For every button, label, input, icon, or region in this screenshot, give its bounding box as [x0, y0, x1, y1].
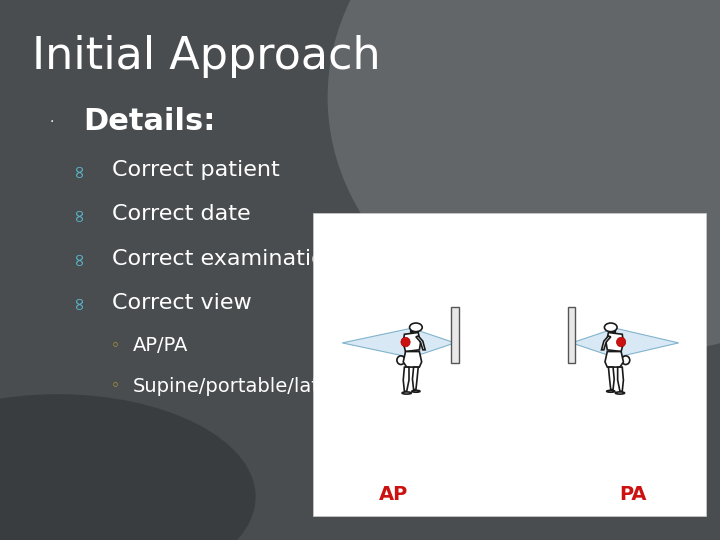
Text: Initial Approach: Initial Approach: [32, 35, 381, 78]
Ellipse shape: [402, 392, 411, 394]
Text: ∞: ∞: [71, 251, 89, 266]
FancyBboxPatch shape: [313, 213, 706, 516]
FancyBboxPatch shape: [451, 307, 459, 363]
Ellipse shape: [604, 323, 617, 332]
FancyBboxPatch shape: [568, 307, 575, 363]
Text: Details:: Details:: [83, 107, 215, 136]
Ellipse shape: [412, 390, 420, 392]
Ellipse shape: [616, 392, 624, 394]
Polygon shape: [403, 333, 420, 352]
Ellipse shape: [621, 356, 630, 364]
Ellipse shape: [401, 338, 410, 347]
Text: ∞: ∞: [71, 207, 89, 222]
Polygon shape: [606, 333, 624, 352]
Text: ◦: ◦: [111, 338, 120, 353]
Polygon shape: [601, 336, 611, 350]
Text: PA: PA: [619, 485, 647, 504]
Polygon shape: [342, 328, 455, 357]
Polygon shape: [413, 367, 418, 389]
Text: Correct examination (CXR): Correct examination (CXR): [112, 248, 409, 269]
Polygon shape: [403, 352, 422, 367]
Polygon shape: [608, 367, 614, 389]
Text: Correct view: Correct view: [112, 293, 251, 313]
Polygon shape: [618, 367, 624, 392]
Text: AP/PA: AP/PA: [133, 336, 189, 355]
Ellipse shape: [0, 394, 256, 540]
Polygon shape: [605, 352, 624, 367]
Polygon shape: [403, 367, 409, 392]
Polygon shape: [572, 328, 679, 357]
Text: ‧: ‧: [50, 114, 54, 129]
Text: AP: AP: [379, 485, 409, 504]
Ellipse shape: [607, 390, 615, 392]
Text: ◦: ◦: [111, 379, 120, 394]
Text: ∞: ∞: [71, 295, 89, 310]
Polygon shape: [416, 336, 425, 350]
Ellipse shape: [397, 356, 405, 364]
Ellipse shape: [410, 323, 422, 332]
Ellipse shape: [616, 338, 626, 347]
Text: ∞: ∞: [71, 163, 89, 178]
Text: Supine/portable/lateral: Supine/portable/lateral: [133, 376, 358, 396]
Text: Correct patient: Correct patient: [112, 160, 279, 180]
Ellipse shape: [328, 0, 720, 354]
Text: Correct date: Correct date: [112, 204, 251, 225]
